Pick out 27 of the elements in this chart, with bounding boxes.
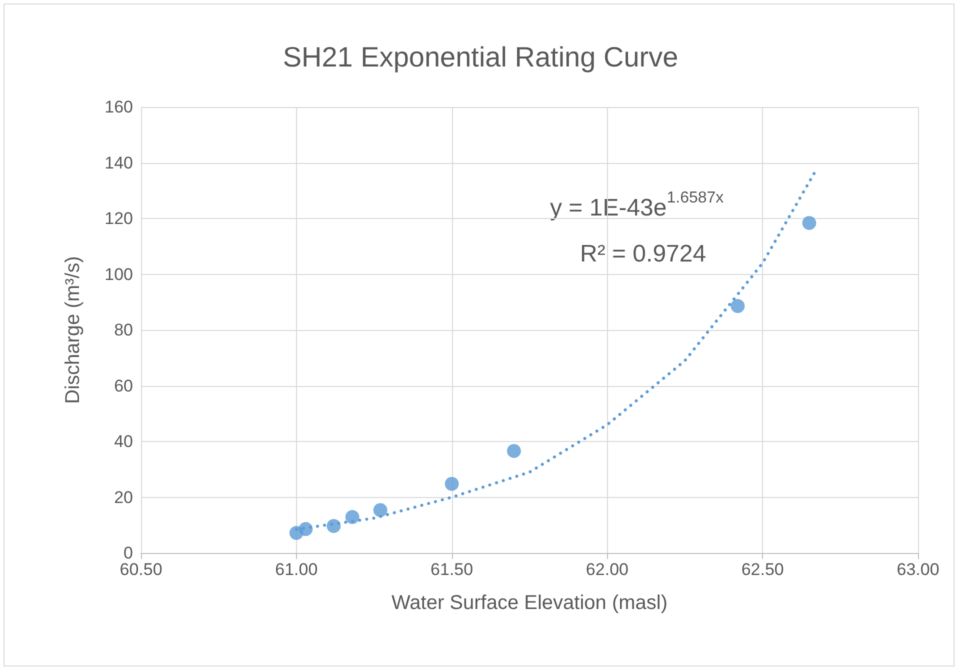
- point: [298, 522, 313, 536]
- y-tick-label: 100: [104, 264, 133, 284]
- y-tick-label: 120: [104, 209, 133, 228]
- point: [373, 503, 388, 518]
- y-tick-label: 60: [114, 376, 133, 396]
- x-tick-label: 62.50: [741, 560, 784, 579]
- y-axis-title: Discharge (m³/s): [62, 256, 84, 404]
- x-tick-label: 62.00: [586, 560, 628, 579]
- y-tick-label: 20: [114, 488, 133, 507]
- point: [730, 299, 745, 314]
- point: [444, 476, 459, 491]
- x-tick-label: 60.50: [120, 560, 162, 579]
- y-tick-label: 40: [114, 432, 133, 451]
- y-tick-label: 140: [104, 153, 133, 172]
- annotation: R² = 0.9724: [580, 240, 706, 268]
- y-tick-label: 0: [124, 544, 133, 562]
- y-tick-label: 160: [104, 98, 133, 116]
- point: [345, 510, 360, 524]
- point: [326, 518, 341, 533]
- chart-title: SH21 Exponential Rating Curve: [282, 42, 678, 72]
- point: [802, 216, 816, 230]
- y-tick-label: 80: [114, 320, 133, 340]
- x-tick-label: 61.00: [275, 560, 318, 579]
- x-tick-label: 63.00: [896, 560, 940, 579]
- x-axis-title: Water Surface Elevation (masl): [391, 592, 668, 614]
- point: [506, 444, 521, 458]
- x-tick-label: 61.50: [430, 560, 474, 579]
